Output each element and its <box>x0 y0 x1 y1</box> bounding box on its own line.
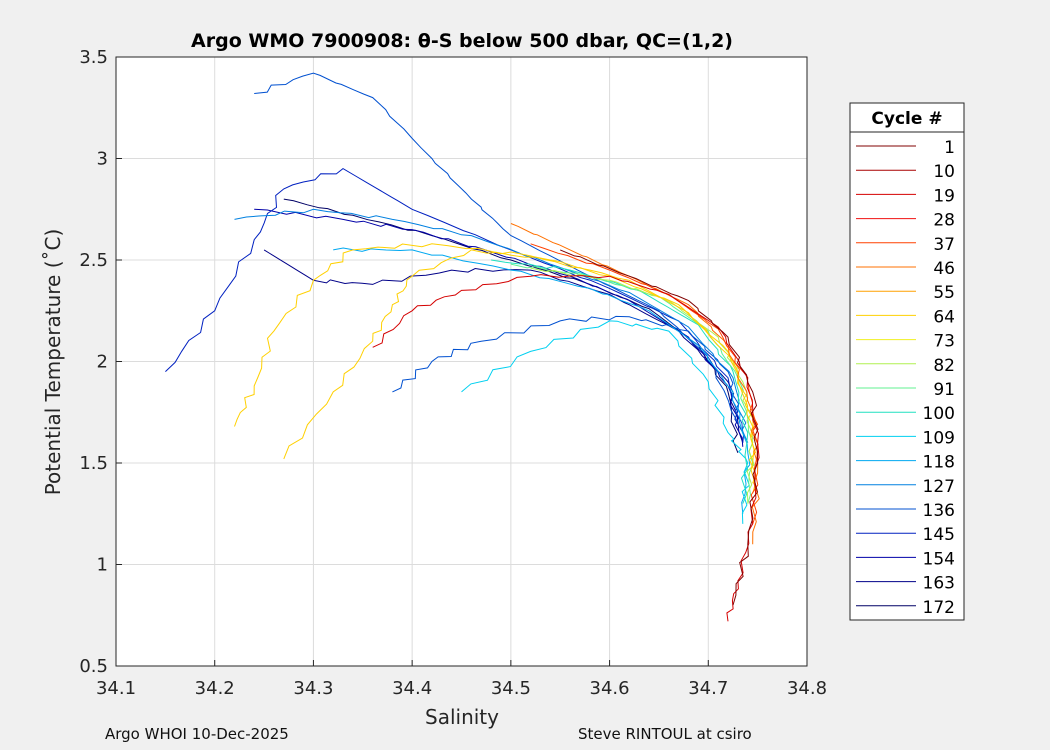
legend-label: 19 <box>933 186 955 206</box>
legend-label: 118 <box>923 453 955 473</box>
legend-label: 154 <box>923 549 955 569</box>
legend-box <box>849 102 965 621</box>
legend-label: 136 <box>923 501 955 521</box>
x-axis-label: Salinity <box>425 705 499 729</box>
profile-track <box>333 247 751 514</box>
profile-track <box>234 243 757 484</box>
y-tick-label: 2.5 <box>79 250 108 271</box>
y-tick-label: 1 <box>97 555 108 576</box>
profile-track <box>263 249 744 443</box>
legend-label: 37 <box>933 235 955 255</box>
legend-label: 163 <box>923 574 955 594</box>
legend-label: 91 <box>933 380 955 400</box>
y-tick-label: 3.5 <box>79 47 108 68</box>
profile-track <box>560 249 759 606</box>
legend-label: 1 <box>944 138 955 158</box>
x-tick-label: 34.6 <box>590 678 630 699</box>
legend-label: 127 <box>923 477 955 497</box>
legend-label: 28 <box>933 211 955 231</box>
legend-label: 100 <box>923 404 955 424</box>
footer-right: Steve RINTOUL at csiro <box>578 725 752 743</box>
y-tick-label: 3 <box>97 149 108 170</box>
x-tick-label: 34.4 <box>392 678 432 699</box>
x-tick-label: 34.3 <box>293 678 333 699</box>
legend-label: 145 <box>923 525 955 545</box>
profile-track <box>254 72 739 423</box>
x-ticks: 34.1 34.2 34.3 34.4 34.5 34.6 34.7 34.8 <box>96 660 827 699</box>
legend-label: 172 <box>923 598 955 618</box>
legend: Cycle # 1 10 19 28 37 46 55 64 73 82 91 100 109 118 12… <box>849 102 965 621</box>
legend-label: 73 <box>933 332 955 352</box>
legend-label: 109 <box>923 428 955 448</box>
chart-title: Argo WMO 7900908: θ-S below 500 dbar, QC… <box>191 30 733 52</box>
profile-track <box>530 267 755 504</box>
legend-label: 82 <box>933 356 955 376</box>
legend-label: 55 <box>933 283 955 303</box>
x-tick-label: 34.5 <box>491 678 531 699</box>
profile-track <box>392 315 744 433</box>
profile-track <box>234 208 749 443</box>
profile-track <box>491 259 749 504</box>
legend-entries: 1 10 19 28 37 46 55 64 73 82 91 100 109 118 127 136 145 1… <box>856 138 955 618</box>
y-axis-label: Potential Temperature (˚C) <box>41 229 65 496</box>
x-tick-label: 34.2 <box>195 678 235 699</box>
footer-left: Argo WHOI 10-Dec-2025 <box>105 725 289 743</box>
y-tick-label: 1.5 <box>79 453 108 474</box>
legend-label: 64 <box>933 307 955 327</box>
x-tick-label: 34.8 <box>787 678 827 699</box>
x-tick-label: 34.1 <box>96 678 136 699</box>
profile-track <box>372 274 760 622</box>
y-tick-label: 2 <box>97 352 108 373</box>
tracks <box>165 72 760 622</box>
y-ticks: 0.5 1 1.5 2 2.5 3 3.5 <box>79 47 122 677</box>
x-tick-label: 34.7 <box>688 678 728 699</box>
legend-label: 10 <box>933 162 955 182</box>
legend-title: Cycle # <box>871 109 942 129</box>
legend-label: 46 <box>933 259 955 279</box>
y-tick-label: 0.5 <box>79 656 108 677</box>
profile-track <box>165 167 745 443</box>
